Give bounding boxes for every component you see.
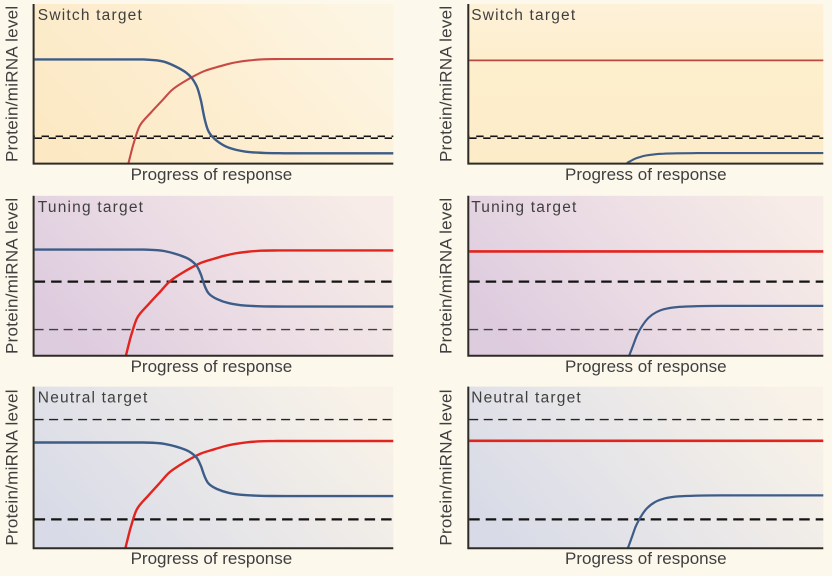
svg-text:Switch target: Switch target [38, 7, 143, 24]
svg-text:Progress of response: Progress of response [565, 357, 727, 376]
svg-text:Progress of response: Progress of response [131, 549, 293, 568]
svg-text:Switch target: Switch target [471, 7, 576, 24]
svg-text:Progress of response: Progress of response [565, 549, 727, 568]
svg-text:Protein/miRNA level: Protein/miRNA level [437, 389, 456, 546]
svg-text:Protein/miRNA level: Protein/miRNA level [3, 6, 22, 163]
svg-text:Progress of response: Progress of response [131, 357, 293, 376]
svg-text:Progress of response: Progress of response [131, 165, 293, 184]
svg-text:Protein/miRNA level: Protein/miRNA level [437, 6, 456, 163]
svg-text:Protein/miRNA level: Protein/miRNA level [3, 389, 22, 546]
svg-text:Progress of response: Progress of response [565, 165, 727, 184]
svg-text:Neutral target: Neutral target [471, 389, 582, 406]
svg-text:Protein/miRNA level: Protein/miRNA level [437, 198, 456, 355]
svg-text:Neutral target: Neutral target [38, 389, 149, 406]
svg-text:Tuning target: Tuning target [38, 199, 144, 216]
svg-text:Protein/miRNA level: Protein/miRNA level [3, 198, 22, 355]
svg-text:Tuning target: Tuning target [471, 199, 577, 216]
